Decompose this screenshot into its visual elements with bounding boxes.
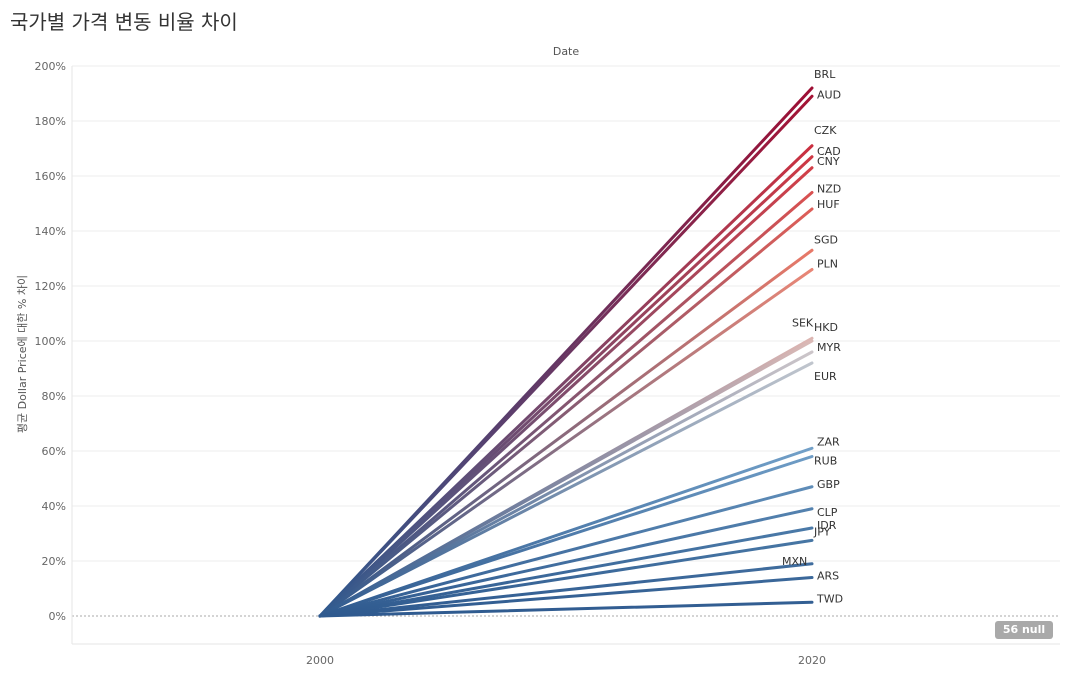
- y-tick-label: 40%: [42, 500, 66, 513]
- series-line-sgd[interactable]: [318, 248, 814, 618]
- series-line-huf[interactable]: [318, 207, 814, 618]
- series-line-idr[interactable]: [318, 526, 814, 618]
- y-tick-label: 100%: [35, 335, 66, 348]
- y-axis-label: 평균 Dollar Price에 대한 % 차이: [16, 275, 29, 433]
- chart-title: 국가별 가격 변동 비율 차이: [10, 10, 238, 34]
- series-line-eur[interactable]: [318, 361, 814, 618]
- series-label-cad: CAD: [817, 145, 841, 158]
- series-line-myr[interactable]: [318, 350, 814, 618]
- series-label-clp: CLP: [817, 506, 838, 519]
- series-line-rub[interactable]: [318, 455, 814, 618]
- series-label-mxn: MXN: [782, 555, 807, 568]
- y-tick-label: 140%: [35, 225, 66, 238]
- series-label-myr: MYR: [817, 341, 841, 354]
- series-line-twd[interactable]: [318, 600, 814, 618]
- series-label-brl: BRL: [814, 68, 836, 81]
- series-label-idr: IDR: [817, 519, 837, 532]
- series-line-pln[interactable]: [318, 268, 814, 618]
- series-label-nzd: NZD: [817, 183, 841, 196]
- series-label-sek: SEK: [792, 316, 814, 329]
- series-label-pln: PLN: [817, 258, 838, 271]
- y-tick-label: 180%: [35, 115, 66, 128]
- series-label-gbp: GBP: [817, 478, 840, 491]
- series-label-czk: CZK: [814, 124, 837, 137]
- series-label-rub: RUB: [814, 455, 837, 468]
- y-tick-label: 60%: [42, 445, 66, 458]
- series-label-aud: AUD: [817, 88, 841, 101]
- y-tick-label: 0%: [49, 610, 66, 623]
- series-line-mxn[interactable]: [318, 562, 814, 618]
- series-label-eur: EUR: [814, 370, 837, 383]
- series-label-zar: ZAR: [817, 435, 840, 448]
- x-tick-label: 2020: [798, 654, 826, 667]
- null-indicator-badge[interactable]: 56 null: [995, 621, 1053, 639]
- series-line-jpy[interactable]: [318, 538, 814, 618]
- x-tick-label: 2000: [306, 654, 334, 667]
- y-tick-label: 160%: [35, 170, 66, 183]
- series-label-sgd: SGD: [814, 233, 838, 246]
- series-label-ars: ARS: [817, 570, 839, 583]
- series-line-hkd[interactable]: [318, 339, 814, 618]
- series-line-cny[interactable]: [318, 166, 814, 618]
- x-axis-label: Date: [553, 45, 580, 58]
- series-label-jpy: JPY: [813, 525, 831, 538]
- series-line-nzd[interactable]: [318, 191, 814, 618]
- y-tick-label: 200%: [35, 60, 66, 73]
- y-tick-label: 20%: [42, 555, 66, 568]
- series-label-twd: TWD: [816, 592, 843, 605]
- series-line-gbp[interactable]: [318, 485, 814, 618]
- series-label-cny: CNY: [817, 155, 840, 168]
- series-line-aud[interactable]: [318, 94, 814, 618]
- y-tick-label: 120%: [35, 280, 66, 293]
- series-line-ars[interactable]: [318, 576, 814, 618]
- series-label-hkd: HKD: [814, 321, 838, 334]
- series-label-huf: HUF: [817, 198, 840, 211]
- y-tick-label: 80%: [42, 390, 66, 403]
- series-line-clp[interactable]: [318, 507, 814, 618]
